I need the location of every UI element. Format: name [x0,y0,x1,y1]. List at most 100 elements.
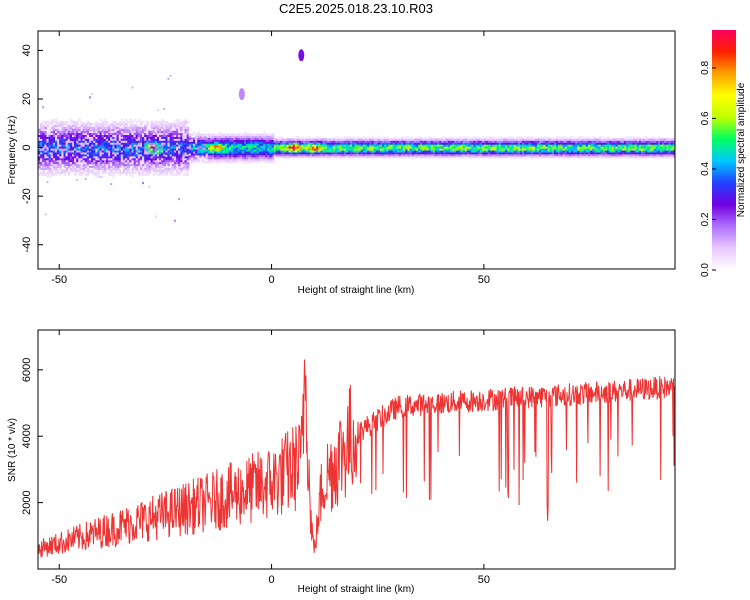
heatmap-cell [195,154,198,158]
heatmap-cell [390,138,394,141]
heatmap-cell [301,146,304,149]
heatmap-cell [577,146,580,149]
heatmap-cell [587,151,591,155]
heatmap-cell [498,151,502,155]
heatmap-cell [159,138,162,141]
heatmap-cell [413,153,417,157]
heatmap-cell [407,146,411,149]
heatmap-cell [305,140,309,143]
heatmap-cell [93,173,96,176]
heatmap-cell [452,138,455,141]
heatmap-cell [636,146,640,149]
heatmap-cell [373,155,377,159]
heatmap-cell [515,148,519,151]
heatmap-cell [658,144,661,147]
heatmap-cell [581,153,585,157]
heatmap-cell [84,153,88,157]
heatmap-cell [299,153,302,157]
heatmap-cell [571,151,574,155]
heatmap-cell [229,152,232,156]
heatmap-cell [65,138,69,141]
heatmap-cell [530,146,534,149]
heatmap-cell [256,158,260,162]
heatmap-cell [184,138,188,141]
heatmap-cell [386,146,389,149]
heatmap-speckle [156,109,159,112]
heatmap-cell [464,142,468,145]
spectrogram-frame [37,30,676,270]
heatmap-cell [40,153,43,157]
heatmap-cell [556,142,559,145]
heatmap-cell [231,145,234,148]
heatmap-cell [122,171,126,174]
heatmap-cell [513,144,517,147]
heatmap-cell [488,155,491,159]
heatmap-cell [609,144,612,147]
heatmap-cell [418,146,421,149]
heatmap-cell [152,130,156,134]
heatmap-cell [386,144,389,147]
heatmap-cell [48,148,52,151]
heatmap-cell [199,137,203,140]
heatmap-cell [422,146,425,149]
heatmap-cell [358,146,362,149]
spectrogram-ytick-label: -20 [21,188,33,204]
heatmap-cell [250,145,253,148]
heatmap-cell [526,142,530,145]
heatmap-cell [624,142,627,145]
heatmap-cell [163,126,166,130]
heatmap-cell [163,132,166,135]
heatmap-cell [632,150,636,153]
heatmap-cell [193,152,196,156]
heatmap-cell [490,138,493,141]
heatmap-cell [248,154,251,158]
heatmap-cell [634,151,638,155]
heatmap-cell [469,148,472,151]
heatmap-cell [150,144,154,147]
snr-frame [37,329,676,570]
heatmap-cell [339,148,343,151]
heatmap-cell [154,132,158,135]
heatmap-cell [63,155,67,159]
heatmap-cell [108,167,111,170]
heatmap-cell [48,142,52,145]
heatmap-cell [526,153,530,157]
heatmap-cell [78,138,81,141]
heatmap-cell [662,146,665,149]
heatmap-cell [403,138,406,141]
heatmap-cell [86,120,90,124]
heatmap-cell [248,147,251,150]
heatmap-cell [61,144,65,147]
heatmap-cell [252,145,256,148]
heatmap-cell [458,140,462,143]
heatmap-cell [460,153,464,157]
heatmap-cell [220,139,224,142]
heatmap-cell [224,152,228,156]
heatmap-cell [439,150,442,153]
heatmap-cell [568,144,572,147]
heatmap-cell [142,161,145,165]
heatmap-cell [127,169,130,172]
heatmap-cell [331,138,334,141]
heatmap-cell [628,151,631,155]
heatmap-cell [568,142,572,145]
heatmap-cell [159,136,162,139]
heatmap-cell [271,149,275,152]
heatmap-cell [647,150,651,153]
heatmap-cell [297,140,300,143]
heatmap-cell [150,167,154,170]
heatmap-cell [386,155,389,159]
heatmap-cell [258,156,262,160]
heatmap-cell [214,133,217,136]
heatmap-cell [118,161,122,165]
heatmap-cell [80,146,84,149]
heatmap-cell [131,140,135,143]
heatmap-cell [441,150,445,153]
heatmap-cell [137,173,141,176]
heatmap-cell [486,136,489,139]
heatmap-cell [152,163,156,167]
heatmap-cell [112,144,115,147]
heatmap-cell [99,118,103,122]
heatmap-cell [237,156,241,160]
heatmap-cell [144,136,147,139]
